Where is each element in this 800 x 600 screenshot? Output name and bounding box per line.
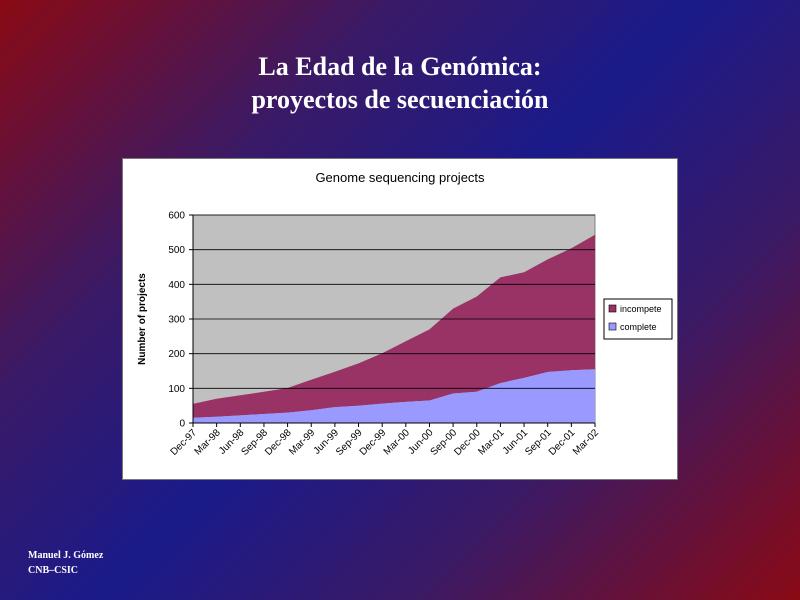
y-axis-label: Number of projects — [137, 273, 148, 365]
y-tick-label: 400 — [168, 280, 185, 291]
y-tick-label: 0 — [179, 419, 185, 430]
legend-label-complete: complete — [620, 322, 657, 332]
y-tick-label: 500 — [168, 245, 185, 256]
legend-swatch-incompete — [608, 304, 617, 313]
y-tick-label: 600 — [168, 211, 185, 222]
slide-footer: Manuel J. Gómez CNB–CSIC — [28, 548, 103, 578]
series-area-complete — [193, 369, 595, 423]
slide-title-line-1: La Edad de la Genómica: — [258, 52, 542, 81]
legend-swatch-complete — [608, 322, 617, 331]
legend-label-incompete: incompete — [620, 304, 662, 314]
author-name: Manuel J. Gómez — [28, 550, 104, 561]
slide-title: La Edad de la Genómica: proyectos de sec… — [0, 50, 800, 116]
chart-container: Genome sequencing projects 0 100 200 300 400 5… — [122, 158, 678, 480]
y-tick-label: 300 — [168, 315, 185, 326]
y-tick-label: 100 — [168, 384, 185, 395]
institution-name: CNB–CSIC — [28, 565, 79, 576]
x-tick-label: Mar-99 — [287, 427, 317, 457]
slide-title-line-2: proyectos de secuenciación — [251, 85, 549, 114]
x-tick-label: Mar-01 — [476, 427, 506, 457]
series-area-incompete — [193, 234, 595, 418]
chart-title: Genome sequencing projects — [315, 170, 485, 185]
y-tick-label: 200 — [168, 349, 185, 360]
x-tick-label: Mar-98 — [193, 427, 223, 457]
area-chart: Genome sequencing projects 0 100 200 300 400 5… — [137, 170, 673, 458]
x-tick-label: Mar-02 — [571, 427, 601, 457]
x-tick-label: Mar-00 — [382, 427, 412, 457]
